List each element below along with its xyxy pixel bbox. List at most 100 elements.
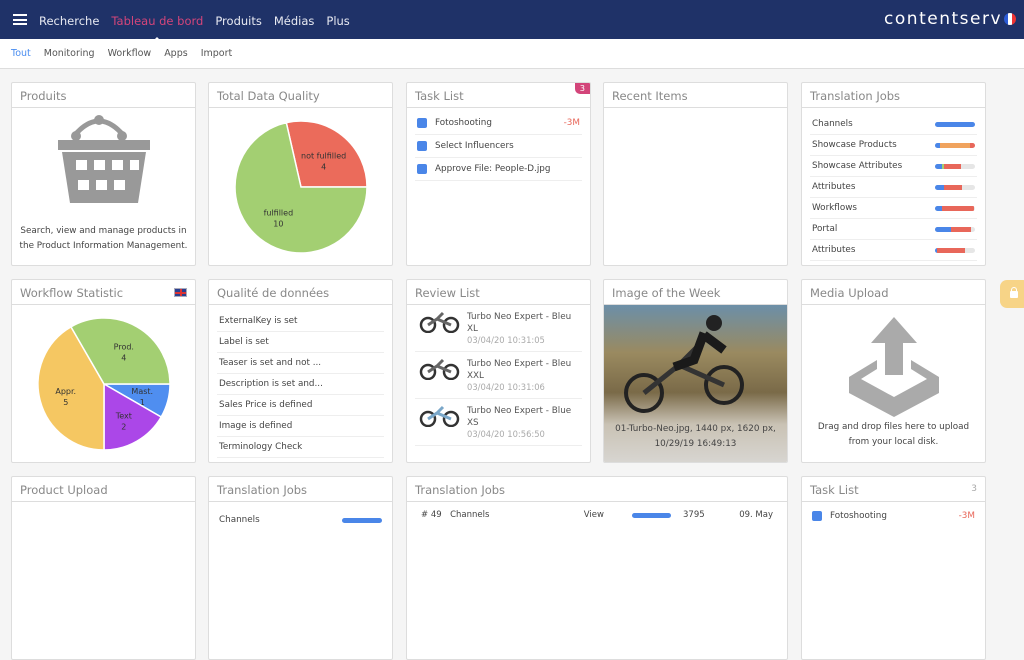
upload-icon[interactable] bbox=[802, 305, 986, 420]
image-caption-file: 01-Turbo-Neo.jpg, 1440 px, 1620 px, bbox=[615, 424, 776, 434]
uk-flag-icon[interactable] bbox=[174, 288, 187, 297]
pie-category-label: Mast. bbox=[131, 387, 153, 396]
image-of-week-widget: Image of the Week 01-Turbo-Neo.jpg, 1440… bbox=[603, 279, 788, 463]
logo[interactable]: contentserv bbox=[884, 9, 1002, 29]
nav-produits[interactable]: Produits bbox=[215, 14, 262, 28]
pie-slice-fulfilled[interactable] bbox=[234, 121, 368, 254]
widget-title: Workflow Statistic bbox=[20, 286, 124, 300]
pie-slice-notfulfilled[interactable] bbox=[285, 120, 368, 188]
widget-title: Media Upload bbox=[802, 280, 985, 305]
tab-apps[interactable]: Apps bbox=[164, 48, 188, 59]
qualite-donnees-widget: Qualité de données ExternalKey is set Lab… bbox=[208, 279, 393, 463]
progress-segment bbox=[935, 142, 940, 148]
job-progress-bar bbox=[935, 205, 975, 211]
translation-job-row[interactable]: Showcase Products bbox=[810, 135, 977, 156]
progress-segment bbox=[969, 142, 975, 148]
hamburger-icon[interactable] bbox=[13, 14, 27, 25]
bike-thumbnail bbox=[419, 311, 461, 345]
lock-button[interactable] bbox=[1000, 280, 1024, 308]
review-item-name: Turbo Neo Expert - Blue XS bbox=[467, 406, 572, 428]
progress-segment bbox=[935, 205, 943, 211]
translation-job-row[interactable]: Attributes bbox=[810, 177, 977, 198]
quality-rule[interactable]: Image is defined bbox=[217, 416, 384, 437]
task-checkbox[interactable] bbox=[417, 164, 427, 174]
widget-title: Review List bbox=[407, 280, 590, 305]
tab-workflow[interactable]: Workflow bbox=[107, 48, 152, 59]
widget-title: Qualité de données bbox=[209, 280, 392, 305]
progress-segment bbox=[939, 142, 970, 148]
tab-monitoring[interactable]: Monitoring bbox=[43, 48, 95, 59]
sub-navigation: Tout Monitoring Workflow Apps Import bbox=[0, 39, 1024, 69]
upload-text: Drag and drop files here to upload bbox=[817, 422, 970, 432]
pie-slice-text[interactable] bbox=[103, 382, 163, 451]
progress-segment bbox=[944, 163, 961, 169]
review-item-date: 03/04/20 10:31:06 bbox=[467, 382, 545, 392]
basket-icon[interactable] bbox=[12, 108, 196, 218]
job-progress-bar bbox=[935, 121, 975, 127]
media-upload-widget[interactable]: Media Upload Drag and drop files here to… bbox=[801, 279, 986, 463]
translation-job-row[interactable]: Workflows bbox=[810, 198, 977, 219]
progress-segment bbox=[935, 226, 951, 232]
job-label: Showcase Products bbox=[812, 140, 897, 150]
widget-title: Translation Jobs bbox=[802, 83, 985, 108]
task-item[interactable]: Select Influencers bbox=[415, 135, 582, 158]
task-checkbox[interactable] bbox=[812, 511, 822, 521]
produits-description: Search, view and manage products in the … bbox=[19, 226, 188, 251]
widget-title: Total Data Quality bbox=[209, 83, 392, 108]
widget-title: Produits bbox=[12, 83, 195, 108]
translation-job-row[interactable]: Portal bbox=[810, 219, 977, 240]
task-due: -3M bbox=[958, 511, 975, 521]
pie-value-label: 5 bbox=[63, 398, 68, 407]
quality-rule[interactable]: Teaser is set and not ... bbox=[217, 353, 384, 374]
tab-tout[interactable]: Tout bbox=[11, 48, 31, 59]
workflow-pie: Mast. 1 Text 2 Appr. 5 Prod. 4 bbox=[37, 317, 171, 451]
review-item-name: Turbo Neo Expert - Bleu XXL bbox=[467, 359, 572, 381]
pie-category-label: Text bbox=[115, 411, 132, 420]
pie-value-label: 10 bbox=[273, 219, 283, 228]
job-count: 3795 bbox=[683, 510, 705, 520]
translation-job-row[interactable]: Channels bbox=[810, 114, 977, 135]
task-label: Approve File: People-D.jpg bbox=[435, 164, 551, 174]
pie-category-label: not fulfilled bbox=[301, 152, 346, 161]
quality-rule[interactable]: ExternalKey is set bbox=[217, 311, 384, 332]
translation-job-row[interactable]: Attributes bbox=[810, 240, 977, 261]
pie-value-label: 4 bbox=[321, 163, 326, 172]
review-item[interactable]: Turbo Neo Expert - Blue XS 03/04/20 10:56… bbox=[415, 399, 582, 446]
quality-rule[interactable]: Description is set and... bbox=[217, 374, 384, 395]
pie-slice-prod[interactable] bbox=[69, 317, 171, 385]
task-item[interactable]: Approve File: People-D.jpg bbox=[415, 158, 582, 181]
review-item[interactable]: Turbo Neo Expert - Bleu XXL 03/04/20 10:3… bbox=[415, 352, 582, 399]
job-label: Channels bbox=[812, 119, 853, 129]
quality-rule[interactable]: Terminology Check bbox=[217, 437, 384, 458]
task-count-badge: 3 bbox=[574, 83, 590, 94]
task-item[interactable]: Fotoshooting -3M bbox=[415, 112, 582, 135]
job-progress-bar bbox=[935, 247, 975, 253]
widget-title: Translation Jobs bbox=[209, 477, 392, 502]
task-checkbox[interactable] bbox=[417, 141, 427, 151]
task-checkbox[interactable] bbox=[417, 118, 427, 128]
job-view-link[interactable]: View bbox=[583, 510, 604, 520]
translation-job-row[interactable]: Showcase Attributes bbox=[810, 156, 977, 177]
job-label: Attributes bbox=[812, 245, 856, 255]
job-label: Channels bbox=[219, 515, 260, 525]
upload-text-2: from your local disk. bbox=[848, 437, 939, 447]
review-item-date: 03/04/20 10:56:50 bbox=[467, 429, 545, 439]
image-of-week-photo[interactable]: 01-Turbo-Neo.jpg, 1440 px, 1620 px, 10/2… bbox=[604, 305, 787, 462]
nav-médias[interactable]: Médias bbox=[273, 14, 315, 28]
task-list-widget: Task List 3 Fotoshooting -3M Select Influen… bbox=[406, 82, 591, 266]
pie-category-label: Appr. bbox=[55, 387, 76, 396]
task-count: 3 bbox=[971, 484, 977, 494]
pie-slice-appr[interactable] bbox=[37, 325, 105, 451]
fr-flag-icon[interactable] bbox=[1004, 13, 1016, 25]
total-data-quality-widget: Total Data Quality not fulfilled 4 fulfill… bbox=[208, 82, 393, 266]
tab-import[interactable]: Import bbox=[200, 48, 233, 59]
job-id: # 49 bbox=[421, 510, 442, 520]
pie-value-label: 4 bbox=[121, 354, 126, 363]
nav-plus[interactable]: Plus bbox=[326, 14, 350, 28]
review-item[interactable]: Turbo Neo Expert - Bleu XL 03/04/20 10:31… bbox=[415, 305, 582, 352]
nav-recherche[interactable]: Recherche bbox=[39, 14, 100, 28]
nav-tableau-de-bord[interactable]: Tableau de bord bbox=[111, 14, 204, 28]
quality-rule[interactable]: Label is set bbox=[217, 332, 384, 353]
quality-rule[interactable]: Sales Price is defined bbox=[217, 395, 384, 416]
progress-segment bbox=[935, 121, 975, 127]
